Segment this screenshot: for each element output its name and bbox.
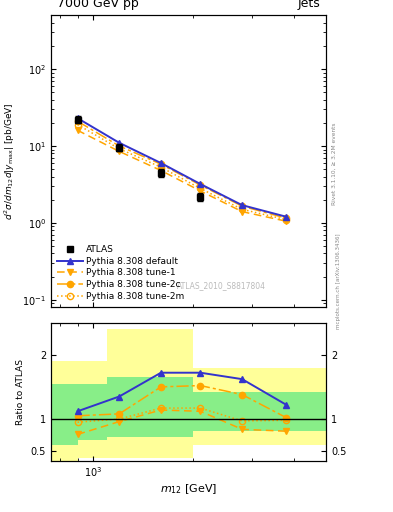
Legend: ATLAS, Pythia 8.308 default, Pythia 8.308 tune-1, Pythia 8.308 tune-2c, Pythia 8: ATLAS, Pythia 8.308 default, Pythia 8.30…: [55, 243, 186, 303]
Text: Jets: Jets: [298, 0, 321, 10]
X-axis label: $m_{12}$ [GeV]: $m_{12}$ [GeV]: [160, 482, 217, 496]
Text: Rivet 3.1.10, ≥ 3.2M events: Rivet 3.1.10, ≥ 3.2M events: [332, 122, 337, 205]
Y-axis label: $d^2\sigma/dm_{12}d|y_{\rm max}|$ [pb/GeV]: $d^2\sigma/dm_{12}d|y_{\rm max}|$ [pb/Ge…: [2, 102, 17, 220]
Text: mcplots.cern.ch [arXiv:1306.3436]: mcplots.cern.ch [arXiv:1306.3436]: [336, 234, 341, 329]
Text: ATLAS_2010_S8817804: ATLAS_2010_S8817804: [177, 281, 266, 290]
Y-axis label: Ratio to ATLAS: Ratio to ATLAS: [16, 359, 25, 424]
Text: 7000 GeV pp: 7000 GeV pp: [57, 0, 138, 10]
